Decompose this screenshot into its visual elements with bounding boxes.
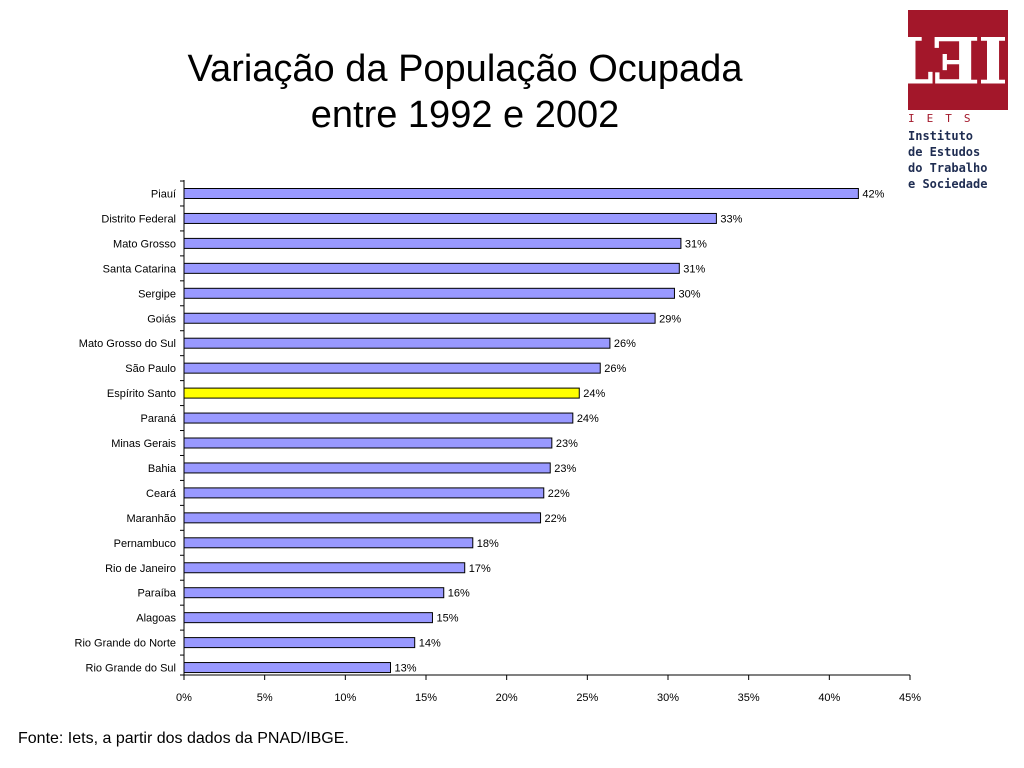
logo-glyph: IETS xyxy=(843,21,1008,96)
x-tick-label: 10% xyxy=(334,692,356,704)
category-label: Goiás xyxy=(147,313,176,325)
category-label: Piauí xyxy=(151,189,176,201)
data-label: 23% xyxy=(556,438,578,450)
category-label: São Paulo xyxy=(125,363,176,375)
data-label: 33% xyxy=(720,213,742,225)
category-label: Alagoas xyxy=(136,613,176,625)
x-tick-label: 15% xyxy=(415,692,437,704)
category-label: Rio Grande do Norte xyxy=(75,638,177,650)
category-label: Maranhão xyxy=(126,513,176,525)
data-label: 26% xyxy=(614,338,636,350)
data-label: 24% xyxy=(577,413,599,425)
bar xyxy=(183,662,392,674)
page-title: Variação da População Ocupada entre 1992… xyxy=(110,46,820,138)
x-tick-label: 40% xyxy=(818,692,840,704)
data-label: 31% xyxy=(685,238,707,250)
data-label: 31% xyxy=(683,263,705,275)
bar xyxy=(183,587,445,599)
bar xyxy=(183,337,611,349)
x-tick-label: 25% xyxy=(576,692,598,704)
bar xyxy=(183,212,717,224)
category-label: Santa Catarina xyxy=(103,263,177,275)
bar xyxy=(183,612,433,624)
category-label: Rio Grande do Sul xyxy=(86,663,177,675)
logo-line: e Sociedade xyxy=(908,177,988,191)
data-label: 14% xyxy=(419,638,441,650)
bar xyxy=(183,637,416,649)
x-tick-label: 5% xyxy=(257,692,273,704)
x-tick-label: 45% xyxy=(899,692,921,704)
category-label: Paraná xyxy=(141,413,177,425)
logo-abbreviation: IETS xyxy=(908,112,983,125)
logo-line: do Trabalho xyxy=(908,161,988,175)
bar xyxy=(183,262,680,274)
data-label: 17% xyxy=(469,563,491,575)
bar xyxy=(183,437,553,449)
category-label: Rio de Janeiro xyxy=(105,563,176,575)
bar xyxy=(183,237,682,249)
category-label: Ceará xyxy=(146,488,177,500)
x-tick-label: 35% xyxy=(738,692,760,704)
bar xyxy=(183,412,574,424)
data-label: 15% xyxy=(436,613,458,625)
bar xyxy=(183,512,542,524)
data-label: 24% xyxy=(583,388,605,400)
data-label: 22% xyxy=(545,513,567,525)
iets-logo: IETS IETS Instituto de Estudos do Trabal… xyxy=(843,8,1012,196)
data-label: 29% xyxy=(659,313,681,325)
bar xyxy=(183,287,675,299)
bar xyxy=(183,462,551,474)
data-label: 23% xyxy=(554,463,576,475)
title-line-1: Variação da População Ocupada xyxy=(187,48,743,90)
category-label: Paraíba xyxy=(137,588,176,600)
data-label: 30% xyxy=(678,288,700,300)
data-label: 16% xyxy=(448,588,470,600)
data-label: 18% xyxy=(477,538,499,550)
bar xyxy=(183,487,545,499)
data-label: 26% xyxy=(604,363,626,375)
category-label: Distrito Federal xyxy=(101,213,176,225)
data-label: 13% xyxy=(395,663,417,675)
logo-line: Instituto xyxy=(908,129,974,143)
bar-chart: Piauí 42% Distrito Federal 33% Mato Grosso 31… xyxy=(75,180,921,704)
bar xyxy=(183,562,466,574)
title-line-2: entre 1992 e 2002 xyxy=(310,94,620,136)
data-label: 22% xyxy=(548,488,570,500)
data-label: 42% xyxy=(862,189,884,201)
bar xyxy=(183,362,601,374)
x-tick-label: 20% xyxy=(496,692,518,704)
x-tick-label: 0% xyxy=(176,692,192,704)
bar xyxy=(183,537,474,549)
category-label: Sergipe xyxy=(138,288,176,300)
x-tick-label: 30% xyxy=(657,692,679,704)
category-label: Espírito Santo xyxy=(107,388,176,400)
logo-mark: IETS xyxy=(843,10,1008,110)
category-label: Pernambuco xyxy=(114,538,176,550)
bar xyxy=(183,188,859,199)
bar xyxy=(183,312,656,324)
category-label: Bahia xyxy=(148,463,177,475)
bar xyxy=(183,387,580,399)
category-label: Mato Grosso do Sul xyxy=(79,338,176,350)
category-label: Minas Gerais xyxy=(111,438,176,450)
source-note: Fonte: Iets, a partir dos dados da PNAD/… xyxy=(18,730,349,747)
logo-line: de Estudos xyxy=(908,145,981,159)
category-label: Mato Grosso xyxy=(113,238,176,250)
logo-institute-name: Instituto de Estudos do Trabalho e Socie… xyxy=(908,128,1012,192)
